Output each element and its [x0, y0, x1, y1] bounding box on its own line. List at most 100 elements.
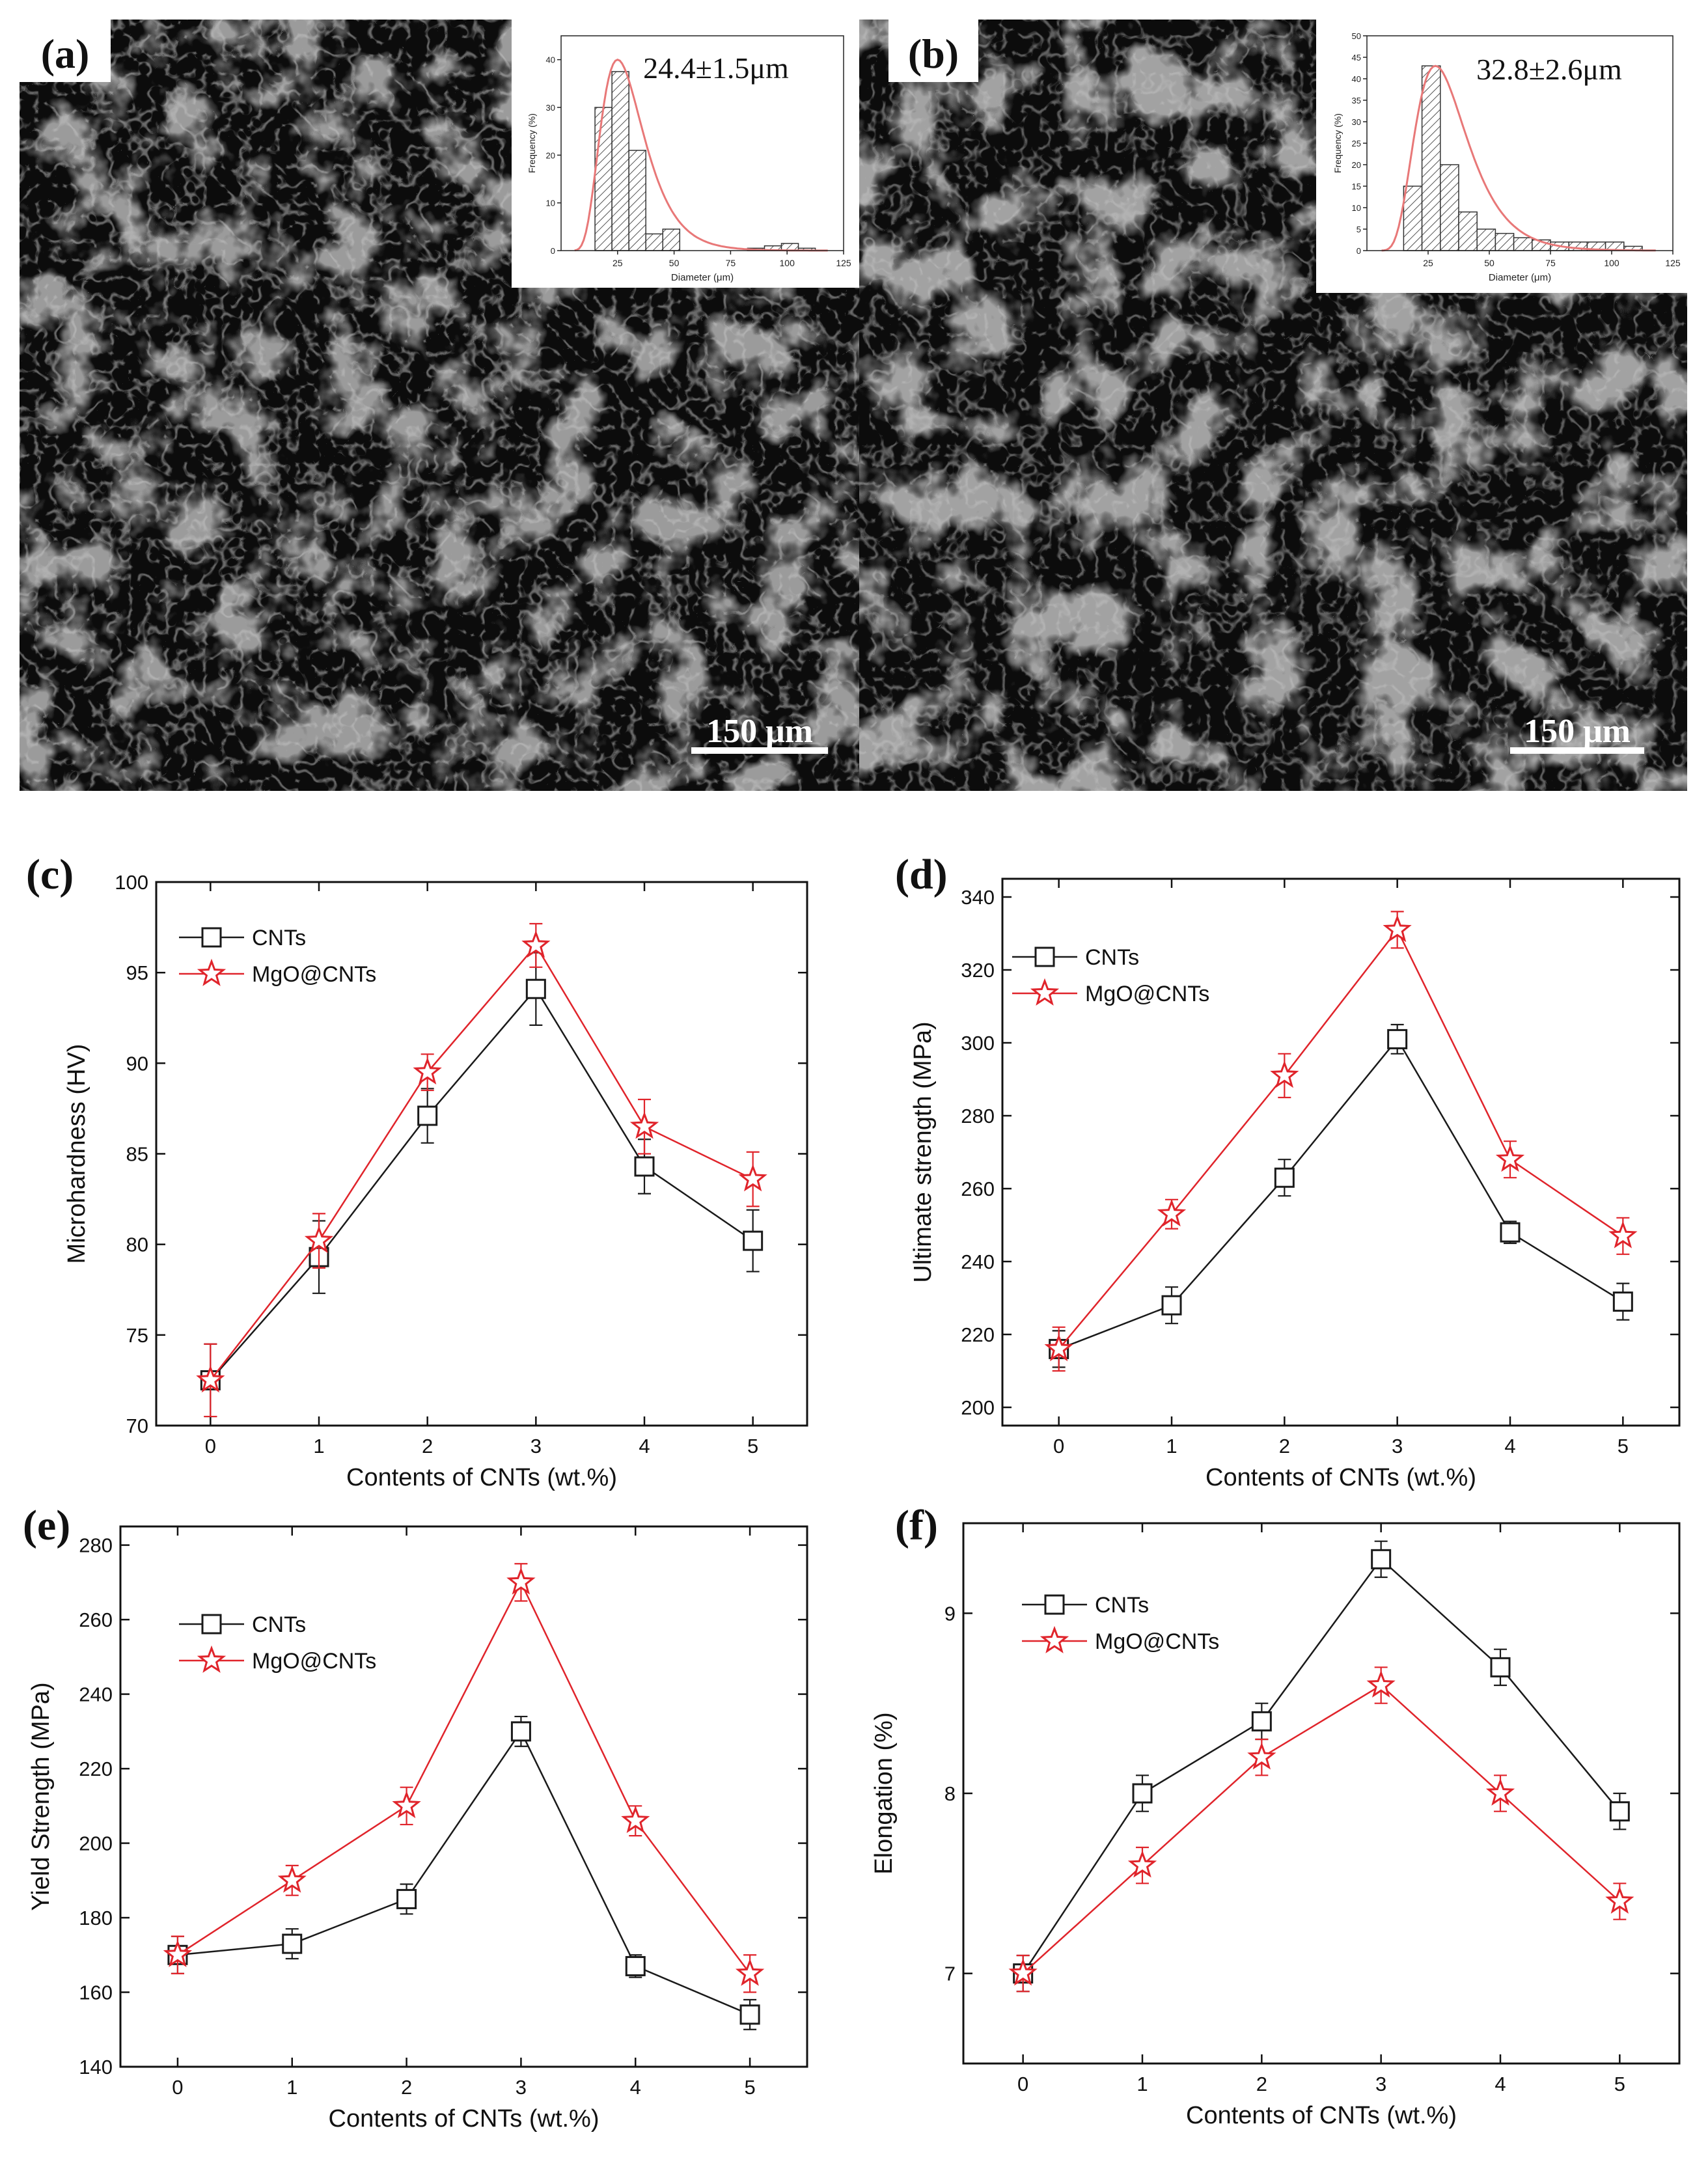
legend-label-cnts-f: CNTs	[1095, 1593, 1149, 1618]
histogram-a-ytick-label: 20	[546, 150, 555, 160]
histogram-b-mean-size: 32.8±2.6μm	[1476, 53, 1622, 86]
data-point-mgo-cnts-e	[277, 1865, 307, 1893]
ytick-label-e: 260	[79, 1608, 113, 1631]
micrograph-b: (b) 150 μm 25 50 75 100 125 0 5 10 15 20 25 30 35 40 4…	[859, 20, 1687, 791]
data-point-cnts-c	[525, 978, 546, 999]
ytick-label-e: 220	[79, 1758, 113, 1780]
ytick-label-c: 85	[126, 1143, 148, 1166]
xtick-label-f: 0	[1017, 2073, 1028, 2095]
data-point-mgo-cnts-d	[1383, 915, 1412, 943]
scale-bar-b	[1510, 747, 1644, 754]
series-line-cnts-f	[1022, 1558, 1621, 1974]
xtick-label-d: 5	[1618, 1435, 1629, 1457]
data-point-mgo-cnts-f	[1247, 1742, 1276, 1770]
histogram-b-fit-curve	[1381, 64, 1656, 252]
data-point-cnts-e	[282, 1933, 303, 1954]
ytick-label-d: 240	[961, 1250, 995, 1273]
data-point-mgo-cnts-c	[738, 1164, 767, 1192]
xtick-label-e: 3	[516, 2076, 527, 2099]
xtick-label-f: 3	[1375, 2073, 1386, 2095]
legend-marker-cnts-f	[1044, 1594, 1065, 1615]
ytick-label-c: 90	[126, 1052, 148, 1075]
ytick-label-d: 280	[961, 1105, 995, 1127]
xtick-label-d: 1	[1166, 1435, 1177, 1457]
data-point-cnts-e	[625, 1955, 646, 1976]
histogram-b-xlabel: Diameter (μm)	[1489, 272, 1551, 283]
histogram-a-xtick-label: 50	[669, 258, 680, 268]
histogram-a-xlabel: Diameter (μm)	[671, 272, 734, 283]
ytick-label-f: 8	[944, 1782, 956, 1805]
ytick-label-c: 95	[126, 961, 148, 984]
xtick-label-e: 2	[401, 2076, 412, 2099]
ytick-label-d: 320	[961, 959, 995, 982]
histogram-b-ytick-label: 25	[1352, 139, 1361, 148]
histogram-a-bar	[645, 233, 663, 251]
panel-b-label: (b)	[908, 31, 959, 77]
data-point-cnts-d	[1612, 1291, 1633, 1312]
legend-label-cnts-e: CNTs	[252, 1612, 306, 1637]
ytick-label-e: 240	[79, 1683, 113, 1706]
data-point-cnts-c	[743, 1230, 764, 1251]
chart-elongation: (f) 7 8 9 0 1 2 3 4 5 Contents of CNTs (wt.%) Elong…	[870, 1502, 1681, 2129]
histogram-b-bar	[1440, 164, 1459, 251]
histogram-a-ytick-label: 40	[546, 55, 555, 65]
ytick-label-d: 340	[961, 886, 995, 909]
xtick-label-e: 0	[172, 2076, 183, 2099]
histogram-a-ytick-label: 10	[546, 199, 555, 208]
xtick-label-c: 2	[422, 1435, 433, 1457]
xtick-label-d: 0	[1053, 1435, 1064, 1457]
data-point-mgo-cnts-c	[304, 1225, 334, 1253]
data-point-cnts-e	[739, 2004, 760, 2025]
ytick-label-d: 260	[961, 1178, 995, 1200]
chart-yield-strength: (e) 140 160 180 200 220 240 260 280 0 1 2 3 4 5 Content…	[23, 1502, 808, 2132]
panel-a-label: (a)	[41, 31, 90, 77]
xtick-label-c: 5	[747, 1435, 758, 1457]
data-point-mgo-cnts-d	[1270, 1060, 1299, 1088]
histogram-a-background	[512, 20, 859, 288]
data-point-cnts-c	[634, 1156, 655, 1177]
plot-frame-d	[1001, 877, 1681, 1427]
data-point-mgo-cnts-c	[521, 930, 551, 958]
histogram-a-ytick-label: 0	[551, 246, 555, 256]
xtick-label-f: 2	[1256, 2073, 1267, 2095]
histogram-b-bar	[1458, 211, 1478, 251]
legend-label-cnts-c: CNTs	[252, 926, 306, 950]
data-point-cnts-d	[1500, 1222, 1521, 1243]
ytick-label-f: 9	[944, 1602, 956, 1625]
data-point-cnts-e	[396, 1888, 417, 1909]
ytick-label-c: 70	[126, 1415, 148, 1437]
panel-label-c: (c)	[26, 851, 74, 898]
histogram-inset-b: 25 50 75 100 125 0 5 10 15 20 25 30 35 40 45 50 Diameter…	[1316, 20, 1687, 293]
ytick-label-e: 200	[79, 1832, 113, 1855]
xtick-label-c: 1	[313, 1435, 324, 1457]
data-point-mgo-cnts-f	[1127, 1850, 1157, 1878]
data-point-cnts-d	[1161, 1295, 1182, 1316]
panel-label-d: (d)	[895, 851, 948, 898]
ylabel-e: Yield Strength (MPa)	[27, 1682, 55, 1911]
xtick-label-c: 0	[205, 1435, 216, 1457]
histogram-b-xtick-label: 75	[1545, 258, 1556, 268]
data-point-mgo-cnts-c	[196, 1365, 225, 1393]
data-point-mgo-cnts-f	[1366, 1670, 1396, 1698]
series-line-mgo-cnts-c	[210, 944, 754, 1381]
xlabel-f: Contents of CNTs (wt.%)	[1186, 2102, 1457, 2129]
histogram-b-ytick-label: 10	[1352, 203, 1361, 213]
histogram-b-ytick-label: 20	[1352, 160, 1361, 170]
ytick-label-c: 75	[126, 1324, 148, 1347]
histogram-b-bar	[1513, 237, 1533, 251]
data-point-mgo-cnts-c	[629, 1111, 659, 1139]
scale-bar-a	[691, 747, 828, 754]
panel-b-label-box	[888, 20, 978, 82]
legend-label-mgo-cnts-d: MgO@CNTs	[1085, 982, 1209, 1006]
data-point-cnts-f	[1371, 1549, 1392, 1569]
ytick-label-c: 100	[115, 871, 148, 894]
chart-microhardness: (c) 70 75 80 85 90 95 100 0 1 2 3 4 5 Contents of CNTs…	[26, 851, 808, 1491]
data-point-cnts-f	[1251, 1711, 1272, 1732]
ytick-label-d: 220	[961, 1323, 995, 1346]
legend-marker-mgo-cnts-c	[197, 958, 227, 986]
legend-label-mgo-cnts-c: MgO@CNTs	[252, 962, 376, 987]
histogram-b-ytick-label: 50	[1352, 31, 1361, 41]
series-line-cnts-c	[210, 987, 754, 1381]
histogram-b-xtick-label: 100	[1604, 258, 1619, 268]
data-point-mgo-cnts-c	[413, 1057, 442, 1085]
